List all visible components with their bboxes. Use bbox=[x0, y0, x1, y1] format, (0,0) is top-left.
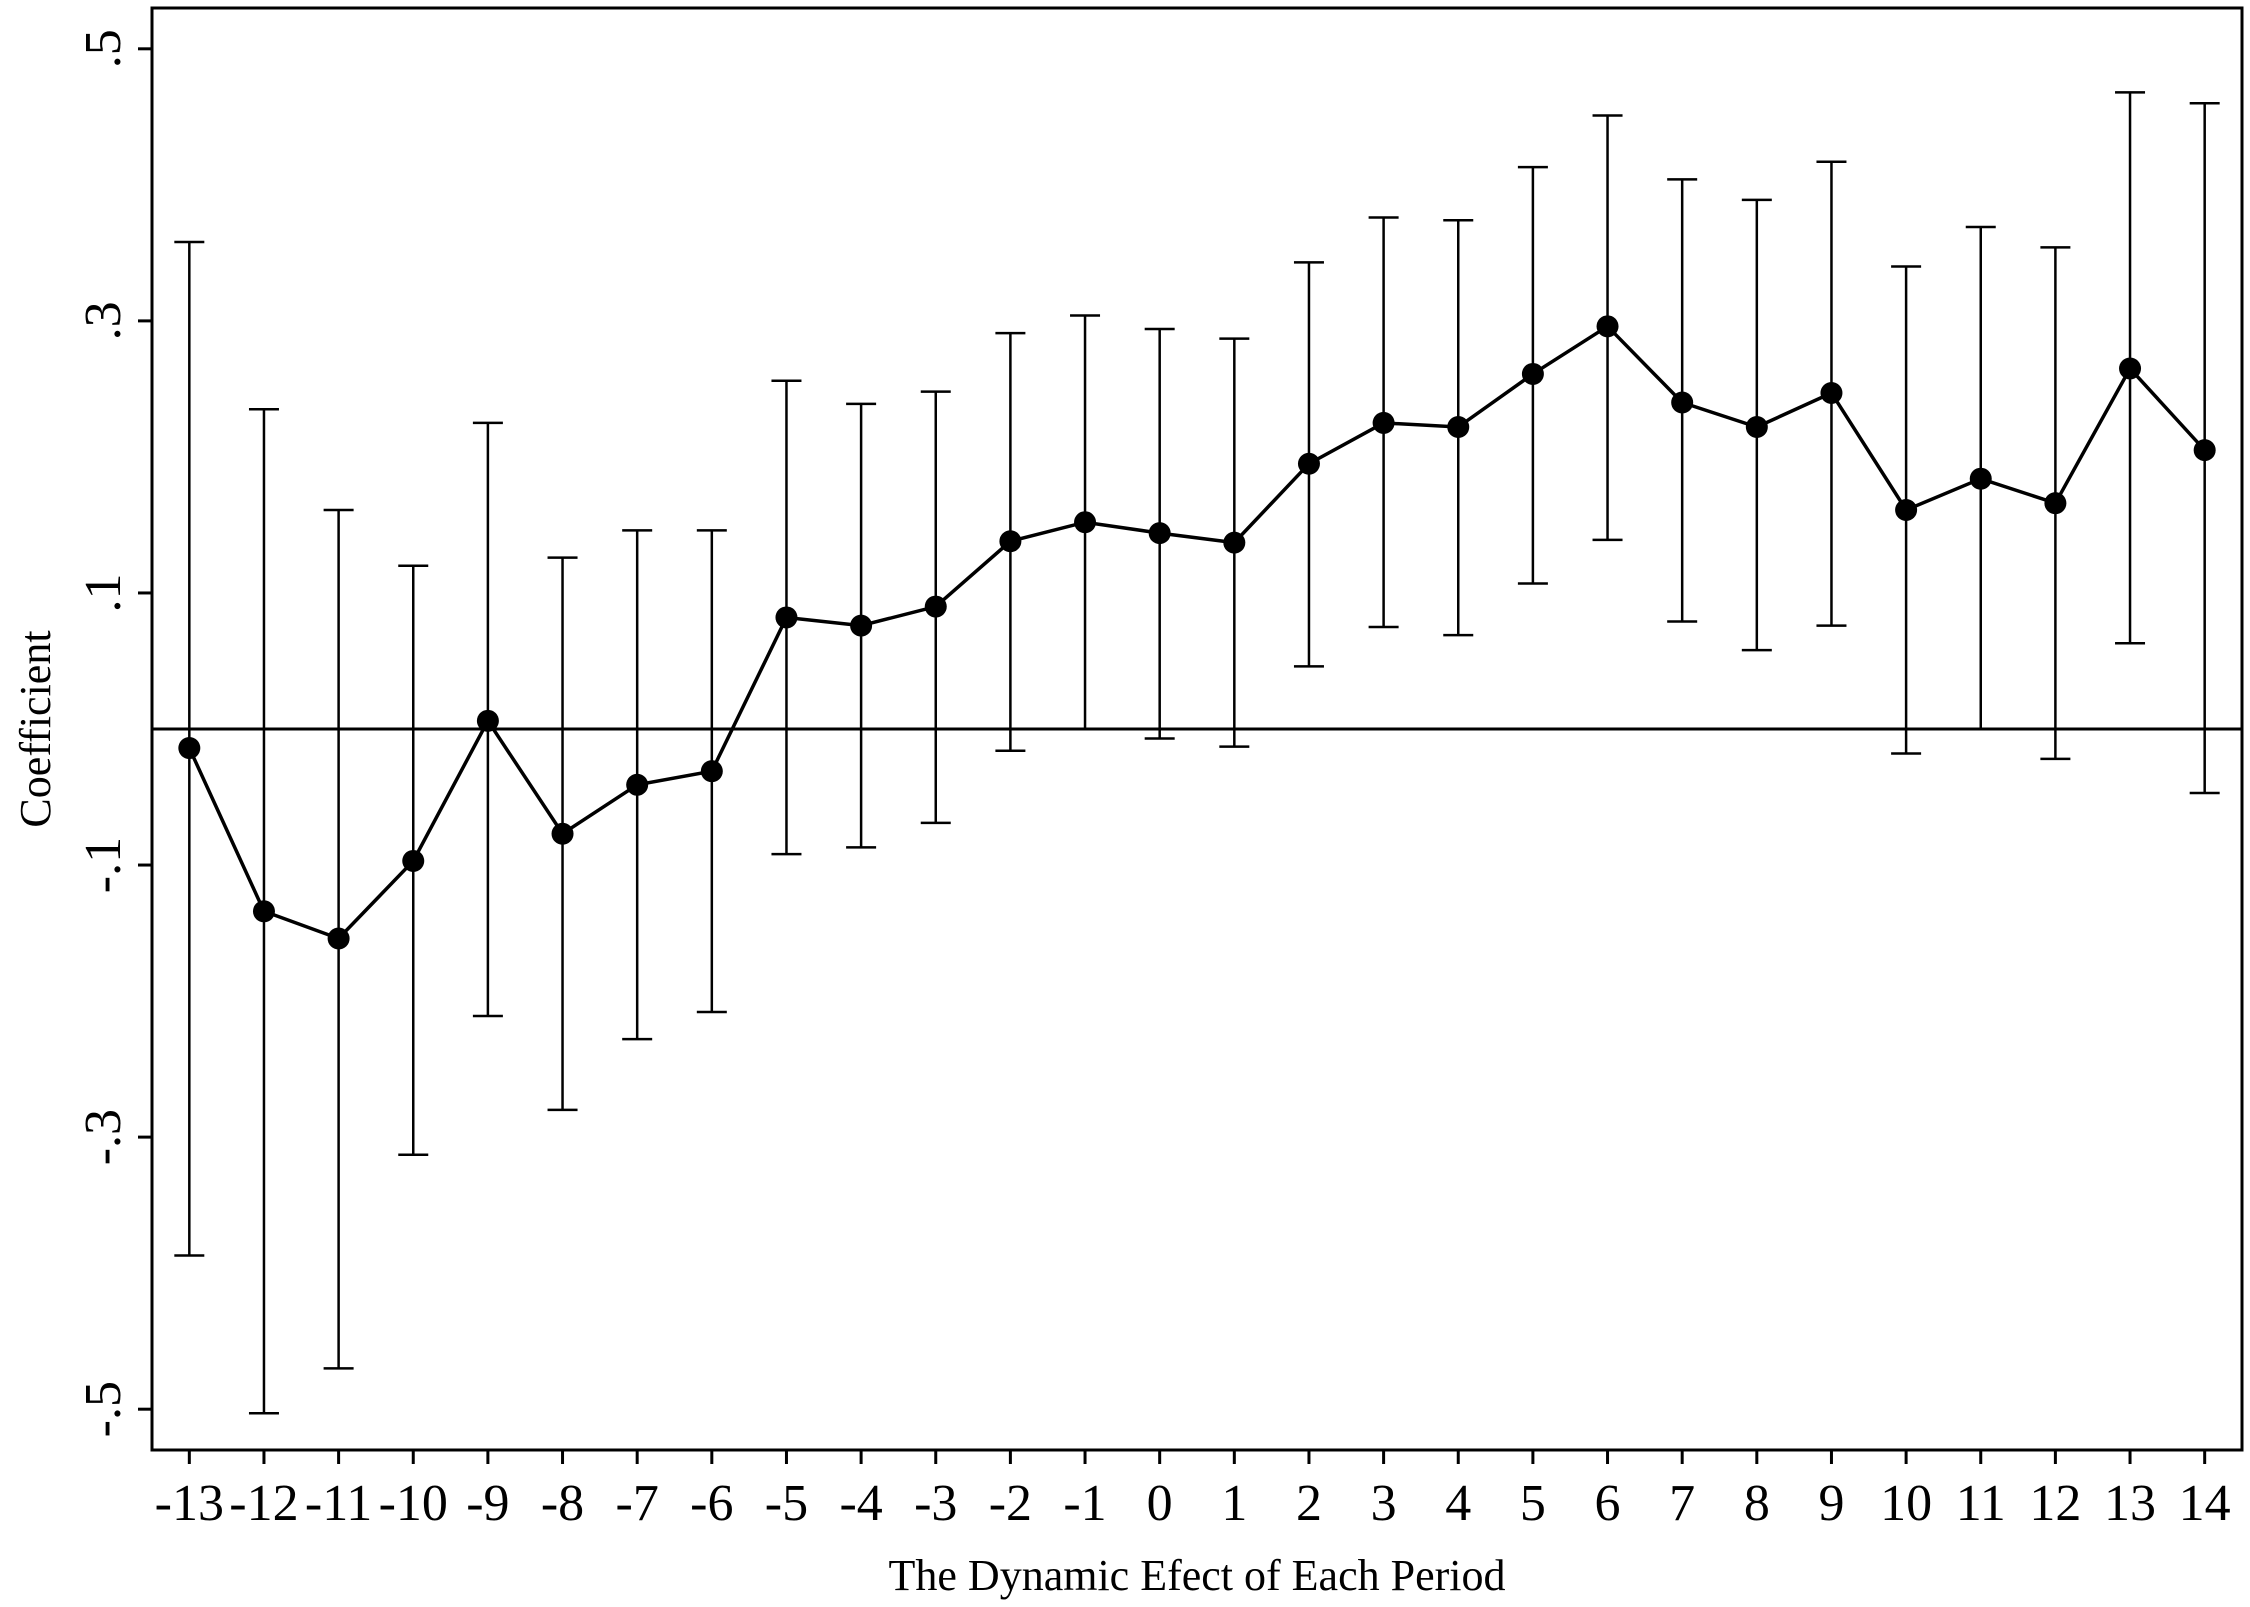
x-tick-label: 13 bbox=[2104, 1475, 2156, 1532]
confidence-intervals bbox=[174, 91, 2220, 1415]
coefficient-point bbox=[1223, 531, 1246, 554]
coefficient-point bbox=[1895, 498, 1918, 521]
coefficient-point bbox=[178, 737, 201, 760]
coefficient-point bbox=[1297, 452, 1320, 475]
coefficient-point bbox=[327, 927, 350, 950]
x-tick-label: 11 bbox=[1956, 1475, 2006, 1532]
x-tick-label: 6 bbox=[1595, 1475, 1621, 1532]
coefficient-point bbox=[252, 900, 275, 923]
x-tick-label: -11 bbox=[305, 1475, 372, 1532]
coefficient-point bbox=[1671, 391, 1694, 414]
x-tick-label: 3 bbox=[1371, 1475, 1397, 1532]
x-tick-label: 10 bbox=[1880, 1475, 1932, 1532]
coefficient-point bbox=[1969, 467, 1992, 490]
x-tick-label: -1 bbox=[1063, 1475, 1106, 1532]
coefficient-point bbox=[551, 822, 574, 845]
coefficient-point bbox=[626, 773, 649, 796]
coefficient-point bbox=[1521, 362, 1544, 385]
x-tick-label: -5 bbox=[765, 1475, 808, 1532]
x-axis-title: The Dynamic Efect of Each Period bbox=[889, 1551, 1506, 1600]
coefficient-point bbox=[1820, 381, 1843, 404]
x-tick-label: -4 bbox=[839, 1475, 882, 1532]
coefficient-point bbox=[924, 595, 947, 618]
coefficient-point bbox=[700, 760, 723, 783]
y-tick-label: -.5 bbox=[75, 1381, 132, 1437]
coefficient-point bbox=[2119, 357, 2142, 380]
x-tick-label: 4 bbox=[1445, 1475, 1471, 1532]
x-tick-label: 0 bbox=[1147, 1475, 1173, 1532]
y-tick-label: -.1 bbox=[75, 837, 132, 893]
x-tick-label: -3 bbox=[914, 1475, 957, 1532]
x-tick-label: -9 bbox=[466, 1475, 509, 1532]
y-tick-label: -.3 bbox=[75, 1109, 132, 1165]
coefficient-points bbox=[178, 315, 2216, 950]
x-tick-label: -13 bbox=[155, 1475, 224, 1532]
y-axis: -.5 -.3 -.1 .1 .3 .5 bbox=[75, 29, 152, 1437]
coefficient-point bbox=[2193, 439, 2216, 462]
x-tick-label: -8 bbox=[541, 1475, 584, 1532]
coefficient-point bbox=[2044, 492, 2067, 515]
coefficient-point bbox=[476, 709, 499, 732]
x-tick-label: 7 bbox=[1669, 1475, 1695, 1532]
x-tick-label: 14 bbox=[2179, 1475, 2231, 1532]
x-tick-label: -7 bbox=[616, 1475, 659, 1532]
x-tick-label: 2 bbox=[1296, 1475, 1322, 1532]
coefficient-point bbox=[1074, 511, 1097, 534]
x-axis: -13 -12 -11 -10 -9 -8 -7 -6 -5 -4 -3 -2 -1 0 1 2 3 4 5 6 7 8 9… bbox=[155, 1450, 2231, 1532]
x-tick-label: 12 bbox=[2029, 1475, 2081, 1532]
coefficient-line bbox=[187, 324, 2206, 941]
coefficient-point bbox=[1745, 415, 1768, 438]
x-tick-label: 9 bbox=[1818, 1475, 1844, 1532]
coefficient-point bbox=[1372, 411, 1395, 434]
coefficient-point bbox=[1148, 522, 1171, 545]
x-tick-label: -6 bbox=[690, 1475, 733, 1532]
coefficient-point bbox=[775, 606, 798, 629]
x-tick-label: 8 bbox=[1744, 1475, 1770, 1532]
coefficient-point bbox=[1447, 415, 1470, 438]
x-tick-label: -2 bbox=[989, 1475, 1032, 1532]
coefficient-point bbox=[999, 530, 1022, 553]
y-tick-label: .3 bbox=[75, 301, 132, 340]
coefficient-point bbox=[850, 614, 873, 637]
coefficient-point bbox=[402, 849, 425, 872]
y-axis-title: Coefficient bbox=[11, 630, 60, 827]
x-tick-label: -10 bbox=[379, 1475, 448, 1532]
coefficient-point bbox=[1596, 315, 1619, 338]
x-tick-label: 5 bbox=[1520, 1475, 1546, 1532]
x-tick-label: 1 bbox=[1221, 1475, 1247, 1532]
y-tick-label: .5 bbox=[75, 29, 132, 68]
x-tick-label: -12 bbox=[229, 1475, 298, 1532]
y-tick-label: .1 bbox=[75, 573, 132, 612]
